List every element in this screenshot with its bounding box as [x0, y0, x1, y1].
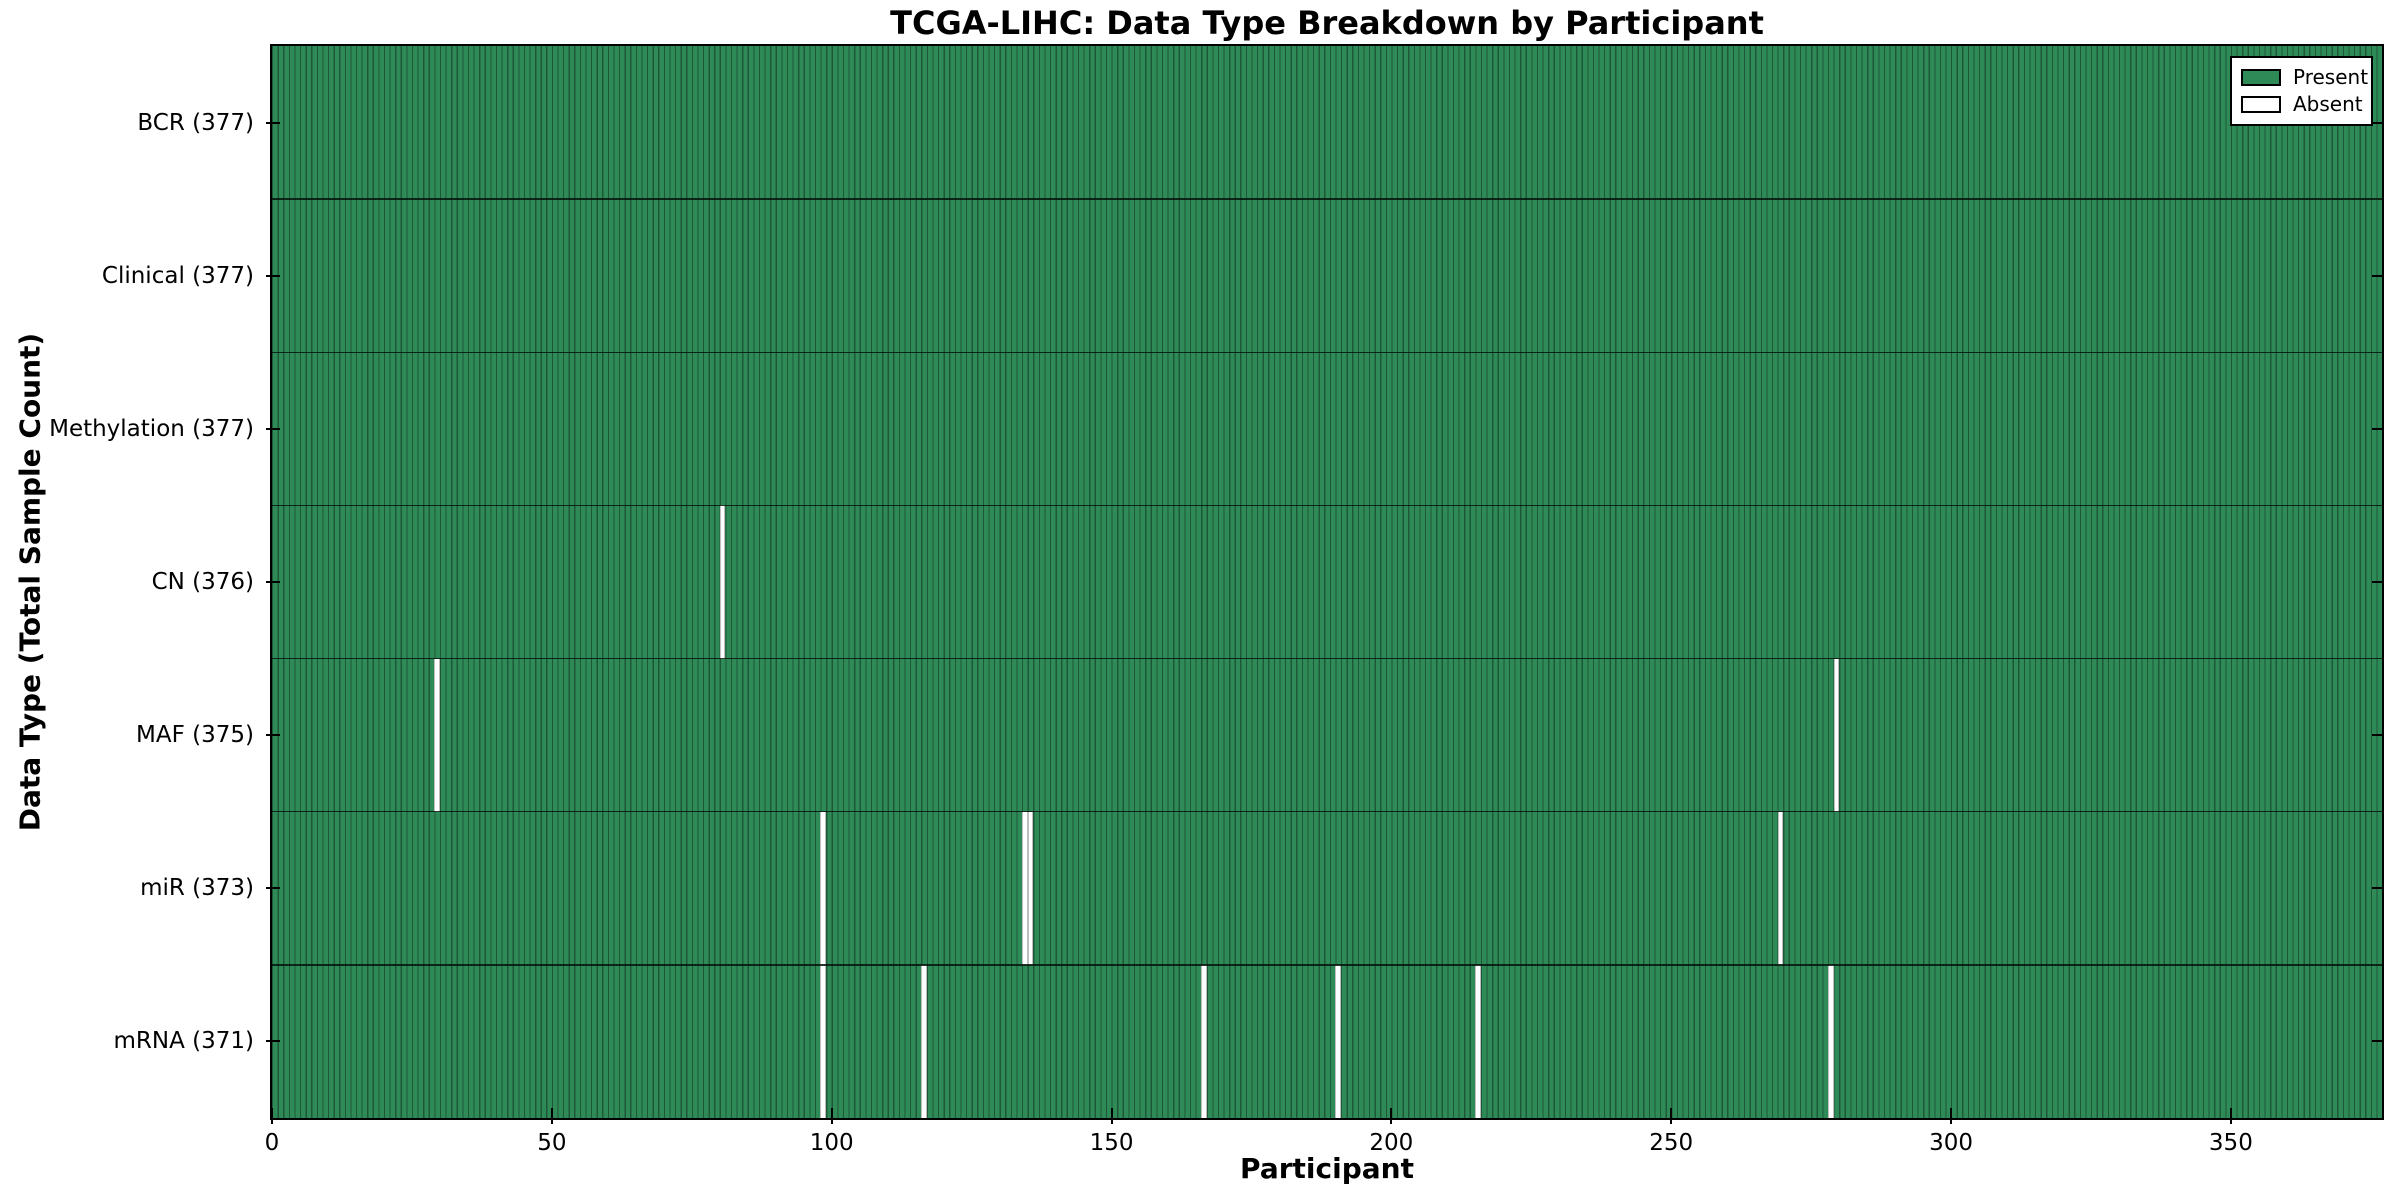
legend-label-present: Present: [2293, 65, 2369, 89]
y-tick-mark-left-miR: [266, 887, 280, 890]
row-divider: [272, 351, 2382, 354]
legend-swatch-present: [2241, 69, 2281, 86]
legend: Present Absent: [2230, 56, 2373, 126]
y-tick-mark-right-CN: [2372, 581, 2382, 583]
absent-bar-miR-135: [1027, 811, 1034, 965]
absent-bar-MAF-279: [1833, 658, 1840, 812]
y-tick-mark-left-Clinical: [266, 274, 280, 277]
y-tick-mark-left-CN: [266, 581, 280, 583]
y-tick-mark-left-mRNA: [266, 1040, 280, 1043]
absent-bar-miR-269: [1777, 811, 1784, 965]
y-tick-label-BCR: BCR (377): [137, 109, 254, 136]
x-tick-mark-300: [1950, 1108, 1953, 1124]
absent-bar-mRNA-190: [1335, 964, 1341, 1118]
y-tick-label-Methylation: Methylation (377): [49, 415, 254, 442]
y-tick-mark-right-BCR: [2372, 121, 2382, 124]
row-band-Clinical: [272, 199, 2382, 353]
absent-bar-mRNA-166: [1201, 964, 1207, 1118]
x-tick-label-150: 150: [1089, 1130, 1134, 1156]
x-tick-mark-150: [1110, 1108, 1113, 1124]
row-divider: [272, 198, 2382, 200]
x-tick-mark-50: [550, 1108, 553, 1124]
row-divider: [272, 657, 2382, 660]
y-tick-mark-right-mRNA: [2372, 1040, 2382, 1043]
x-tick-mark-250: [1670, 1108, 1673, 1124]
x-tick-mark-200: [1390, 1108, 1393, 1124]
x-tick-label-250: 250: [1649, 1130, 1694, 1156]
row-band-MAF: [272, 658, 2382, 812]
absent-bar-mRNA-215: [1475, 964, 1481, 1118]
chart-title: TCGA-LIHC: Data Type Breakdown by Partic…: [890, 4, 1764, 42]
row-divider: [272, 964, 2382, 966]
absent-bar-miR-134: [1021, 811, 1028, 965]
x-axis-label: Participant: [1240, 1152, 1414, 1185]
x-tick-label-100: 100: [809, 1130, 854, 1156]
y-tick-label-miR: miR (373): [140, 875, 254, 902]
x-tick-mark-100: [830, 1108, 833, 1124]
x-tick-mark-350: [2229, 1108, 2232, 1124]
x-tick-label-50: 50: [537, 1130, 567, 1156]
row-band-miR: [272, 811, 2382, 965]
y-tick-mark-right-MAF: [2372, 734, 2382, 737]
row-divider: [272, 504, 2382, 507]
y-tick-label-MAF: MAF (375): [136, 722, 254, 749]
x-tick-label-200: 200: [1369, 1130, 1414, 1156]
y-tick-label-mRNA: mRNA (371): [113, 1028, 254, 1055]
absent-bar-miR-98: [820, 811, 827, 965]
absent-bar-mRNA-98: [820, 964, 827, 1118]
legend-label-absent: Absent: [2293, 92, 2363, 116]
row-band-BCR: [272, 46, 2382, 200]
y-tick-mark-left-Methylation: [266, 427, 280, 430]
legend-entry-absent: Absent: [2241, 91, 2363, 118]
row-band-Methylation: [272, 352, 2382, 506]
row-band-mRNA: [272, 964, 2382, 1118]
y-tick-mark-right-Clinical: [2372, 274, 2382, 277]
absent-bar-CN-80: [719, 505, 726, 659]
x-tick-mark-0: [271, 1108, 273, 1124]
y-tick-mark-right-Methylation: [2372, 427, 2382, 430]
x-tick-label-300: 300: [1929, 1130, 1973, 1156]
legend-swatch-absent: [2241, 96, 2281, 113]
absent-bar-MAF-29: [434, 658, 440, 812]
y-tick-label-Clinical: Clinical (377): [101, 262, 254, 289]
y-tick-mark-left-BCR: [266, 121, 280, 124]
row-band-CN: [272, 505, 2382, 659]
legend-entry-present: Present: [2241, 64, 2368, 91]
plot-area: 0 50 100 150 200 250 300 350 BCR (377) Clinical (…: [49, 44, 2384, 1156]
absent-bar-mRNA-278: [1827, 964, 1834, 1118]
x-tick-label-350: 350: [2208, 1130, 2253, 1156]
y-tick-mark-right-miR: [2372, 887, 2382, 890]
row-divider: [272, 810, 2382, 813]
absent-bar-mRNA-116: [921, 964, 927, 1118]
y-tick-label-CN: CN (376): [151, 569, 254, 595]
x-tick-label-0: 0: [264, 1130, 280, 1156]
y-tick-mark-left-MAF: [266, 734, 280, 737]
